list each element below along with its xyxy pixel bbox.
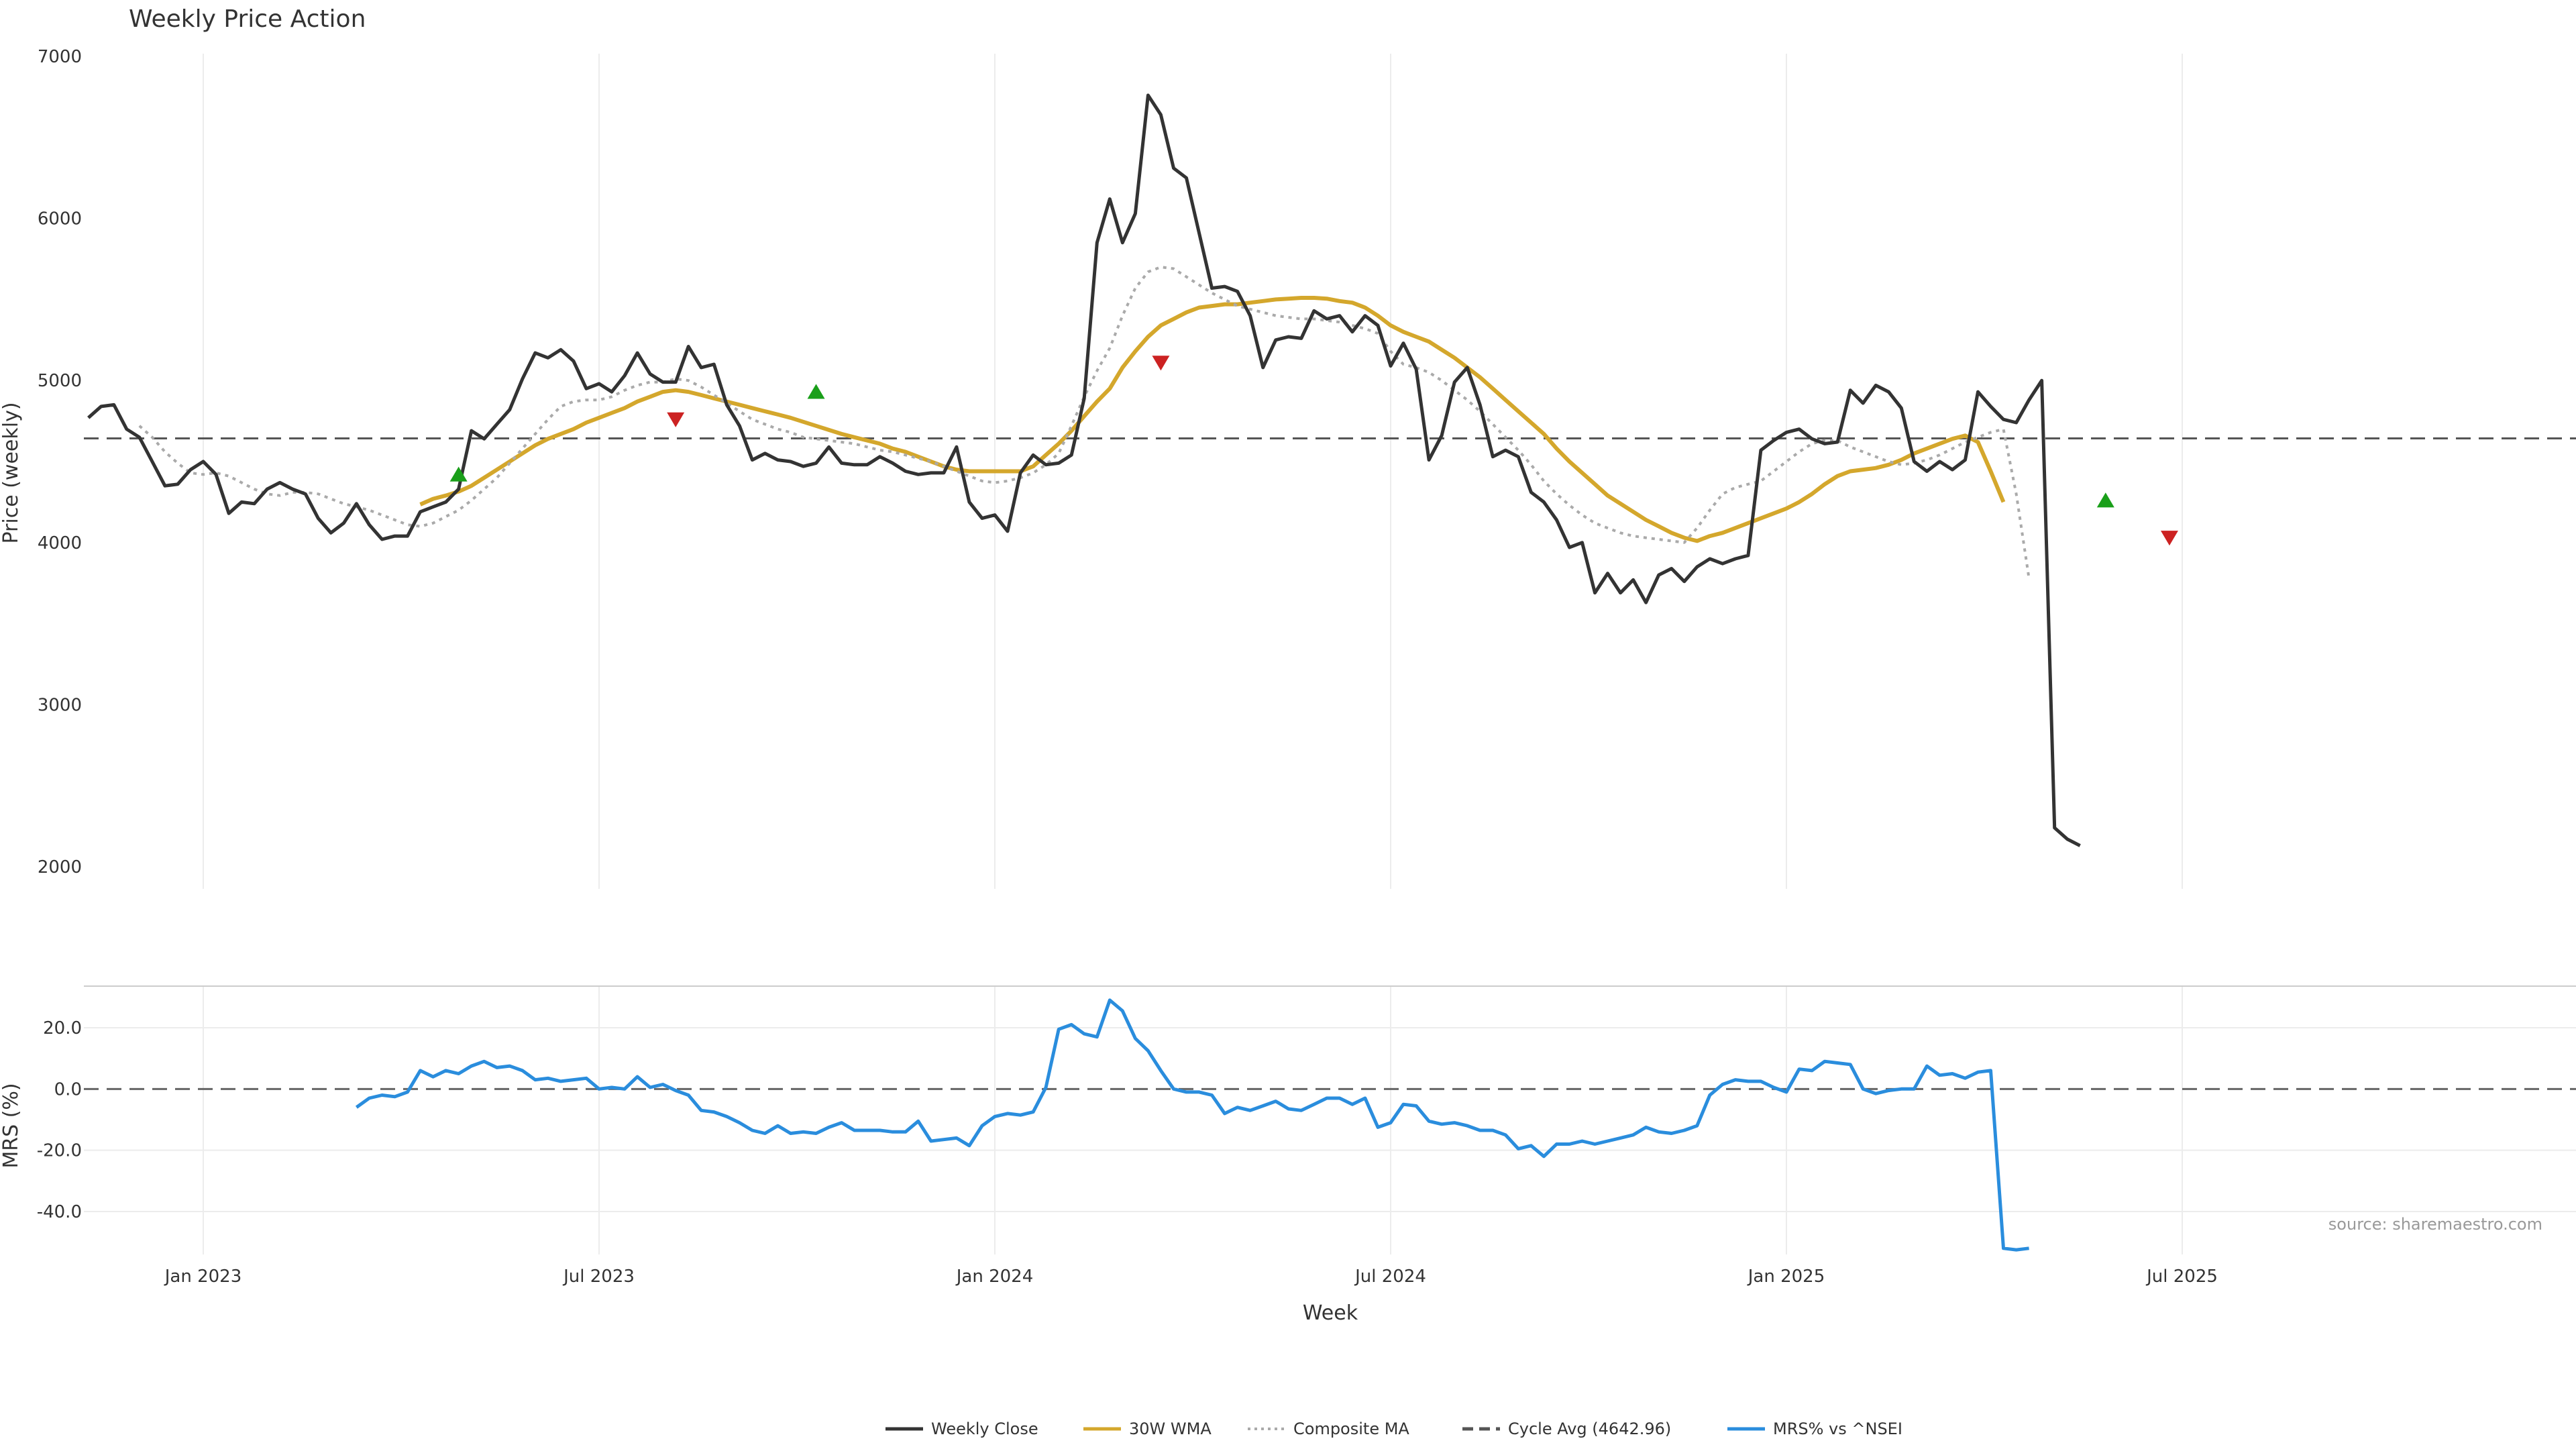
signal-markers bbox=[449, 356, 2178, 546]
mrs-y-tick-label: 20.0 bbox=[43, 1018, 82, 1038]
price-y-tick-label: 6000 bbox=[38, 209, 82, 229]
legend-label: MRS% vs ^NSEI bbox=[1773, 1419, 1902, 1438]
legend: Weekly Close 30W WMA Composite MA Cycle Avg… bbox=[885, 1419, 1902, 1438]
legend-label: Composite MA bbox=[1293, 1419, 1409, 1438]
sell-signal-marker bbox=[2160, 531, 2178, 546]
buy-signal-marker bbox=[2096, 492, 2114, 508]
sell-signal-marker bbox=[667, 412, 685, 427]
legend-label: 30W WMA bbox=[1129, 1419, 1212, 1438]
composite-ma-line bbox=[138, 266, 2031, 579]
source-note: source: sharemaestro.com bbox=[2328, 1215, 2542, 1234]
price-y-tick-label: 2000 bbox=[38, 857, 82, 877]
x-tick-label: Jul 2025 bbox=[2145, 1267, 2218, 1287]
price-y-tick-label: 4000 bbox=[38, 533, 82, 553]
buy-signal-marker bbox=[807, 384, 825, 399]
x-tick-label: Jan 2025 bbox=[1747, 1267, 1825, 1287]
buy-signal-marker bbox=[449, 466, 468, 482]
chart-title: Weekly Price Action bbox=[129, 5, 366, 33]
mrs-y-ticks: -40.0 -20.0 0.0 20.0 bbox=[37, 1018, 82, 1222]
x-axis-title: Week bbox=[1303, 1301, 1358, 1325]
mrs-axis-title: MRS (%) bbox=[0, 1083, 23, 1168]
legend-label: Cycle Avg (4642.96) bbox=[1508, 1419, 1671, 1438]
x-tick-label: Jan 2024 bbox=[955, 1267, 1034, 1287]
price-axis-title: Price (weekly) bbox=[0, 402, 23, 543]
top-panel-gridlines bbox=[203, 54, 2183, 889]
price-y-tick-label: 5000 bbox=[38, 371, 82, 391]
x-axis-ticks: Jan 2023 Jul 2023 Jan 2024 Jul 2024 Jan 2025… bbox=[164, 1267, 2218, 1287]
sell-signal-marker bbox=[1152, 356, 1170, 371]
mrs-y-tick-label: -40.0 bbox=[37, 1202, 82, 1222]
x-tick-label: Jul 2023 bbox=[562, 1267, 635, 1287]
x-tick-label: Jan 2023 bbox=[164, 1267, 242, 1287]
price-y-tick-label: 3000 bbox=[38, 695, 82, 715]
wma-30w-line bbox=[419, 296, 2006, 543]
price-y-tick-label: 7000 bbox=[38, 47, 82, 67]
weekly-close-line bbox=[87, 93, 2081, 847]
price-y-ticks: 2000 3000 4000 5000 6000 7000 bbox=[38, 47, 82, 877]
mrs-y-tick-label: 0.0 bbox=[54, 1079, 82, 1099]
x-tick-label: Jul 2024 bbox=[1354, 1267, 1426, 1287]
bottom-panel-gridlines bbox=[84, 986, 2576, 1254]
mrs-line bbox=[355, 998, 2029, 1252]
legend-label: Weekly Close bbox=[931, 1419, 1038, 1438]
mrs-y-tick-label: -20.0 bbox=[37, 1141, 82, 1161]
